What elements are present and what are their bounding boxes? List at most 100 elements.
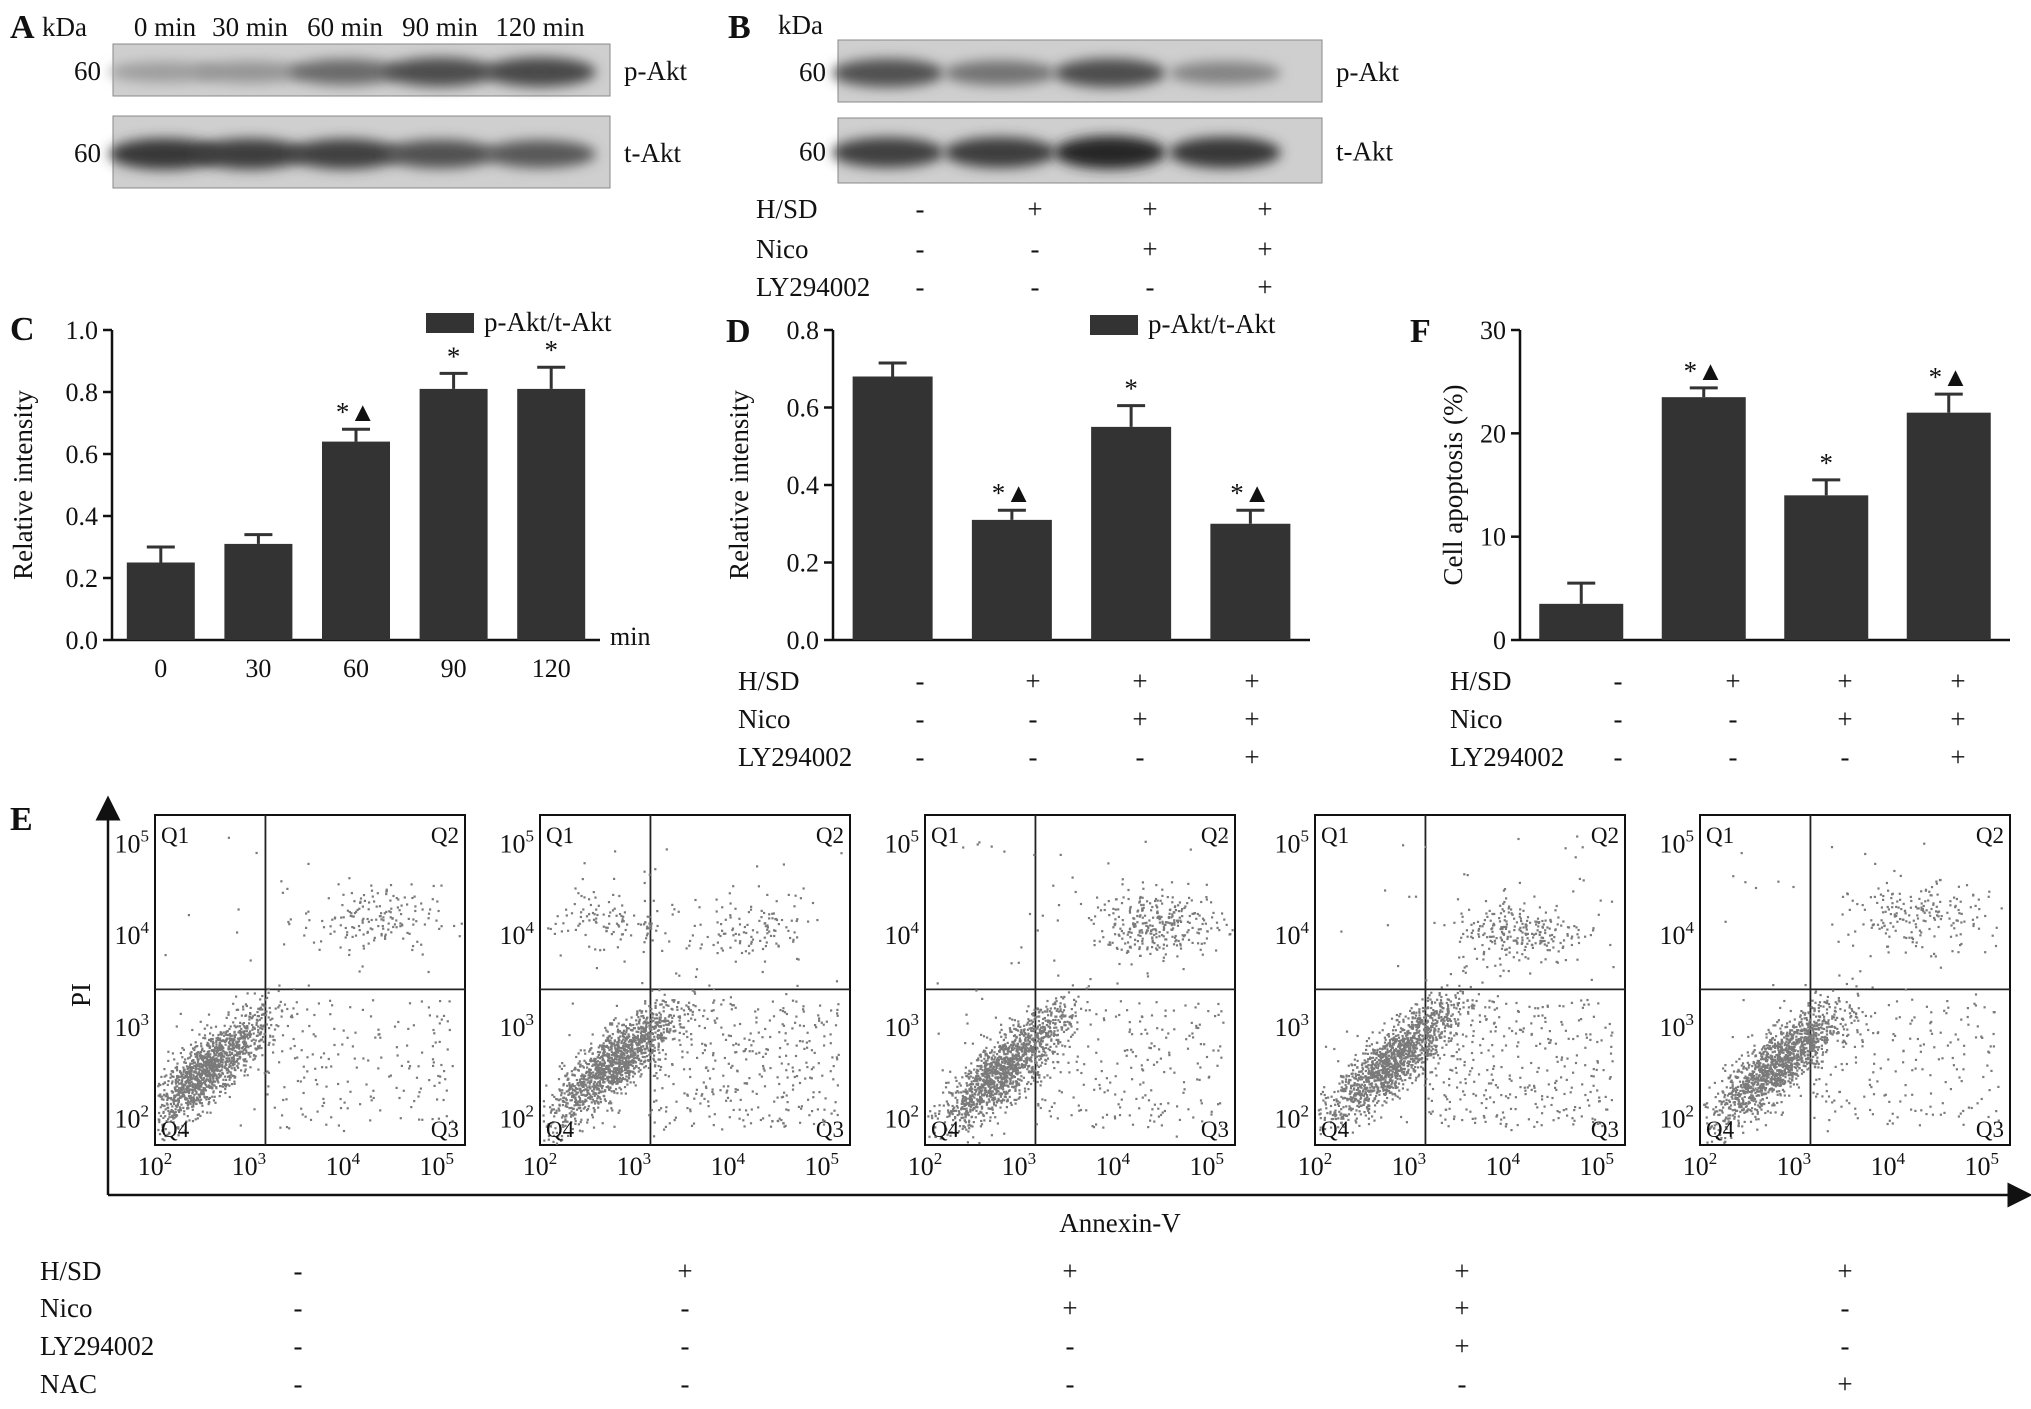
scatter-event	[821, 1074, 824, 1077]
scatter-event	[393, 923, 396, 926]
scatter-event	[597, 904, 600, 907]
x-tick-label: 104	[711, 1149, 746, 1181]
scatter-event	[654, 1074, 657, 1077]
scatter-event	[750, 1044, 753, 1047]
scatter-event	[798, 1069, 801, 1072]
scatter-event	[967, 1124, 970, 1127]
scatter-event	[333, 1043, 336, 1047]
scatter-event	[186, 1103, 189, 1106]
scatter-event	[222, 1047, 225, 1050]
scatter-event	[659, 1068, 662, 1071]
scatter-event	[591, 1113, 594, 1116]
scatter-event	[341, 1043, 344, 1046]
scatter-event	[579, 1107, 582, 1110]
scatter-event	[266, 996, 269, 999]
scatter-event	[558, 1109, 561, 1112]
scatter-event	[656, 1077, 659, 1080]
scatter-event	[1018, 1046, 1021, 1049]
scatter-event	[448, 1000, 451, 1003]
scatter-event	[1002, 1090, 1005, 1094]
scatter-event	[647, 1049, 650, 1052]
scatter-event	[968, 1103, 971, 1106]
scatter-event	[363, 899, 366, 902]
scatter-event	[342, 1129, 346, 1133]
scatter-event	[1067, 1027, 1070, 1030]
scatter-event	[662, 1036, 665, 1039]
scatter-event	[247, 1046, 250, 1049]
scatter-event	[584, 1094, 587, 1097]
scatter-event	[614, 1075, 617, 1078]
scatter-event	[384, 933, 387, 936]
scatter-event	[306, 1070, 309, 1073]
scatter-event	[321, 919, 324, 923]
scatter-event	[1086, 1001, 1089, 1004]
scatter-event	[638, 1039, 641, 1042]
scatter-event	[609, 1070, 612, 1073]
scatter-event	[678, 1015, 681, 1018]
scatter-event	[796, 957, 799, 960]
scatter-event	[625, 1061, 628, 1064]
scatter-event	[617, 1028, 620, 1031]
scatter-event	[613, 1045, 616, 1048]
scatter-event	[382, 919, 385, 922]
scatter-event	[216, 1060, 219, 1063]
scatter-event	[1033, 1048, 1036, 1051]
scatter-event	[720, 1003, 723, 1006]
scatter-event	[183, 1113, 186, 1116]
scatter-event	[1022, 1046, 1025, 1049]
scatter-event	[768, 917, 771, 920]
scatter-event	[599, 1098, 602, 1101]
scatter-event	[1014, 1038, 1017, 1041]
scatter-event	[270, 1024, 273, 1027]
scatter-event	[227, 1054, 230, 1057]
d-condition-sign: -	[916, 666, 925, 696]
scatter-event	[620, 1031, 623, 1034]
scatter-event	[547, 1123, 550, 1126]
scatter-event	[621, 933, 624, 936]
scatter-event	[192, 1061, 195, 1064]
scatter-event	[677, 910, 680, 913]
scatter-event	[1014, 1070, 1017, 1073]
scatter-event	[586, 1066, 589, 1069]
scatter-event	[174, 1066, 177, 1069]
scatter-event	[586, 1090, 589, 1093]
scatter-event	[645, 1044, 648, 1047]
scatter-event	[578, 1097, 581, 1100]
scatter-event	[995, 1092, 998, 1095]
scatter-event	[333, 930, 336, 933]
scatter-event	[181, 1047, 184, 1050]
scatter-event	[171, 1114, 174, 1117]
scatter-event	[182, 1085, 185, 1088]
tick-exponent: 4	[352, 1149, 361, 1168]
scatter-event	[988, 1100, 991, 1103]
scatter-event	[183, 1089, 186, 1092]
scatter-event	[303, 1076, 306, 1079]
scatter-event	[639, 1041, 642, 1044]
scatter-event	[578, 1129, 582, 1132]
scatter-event	[195, 1064, 199, 1067]
scatter-event	[981, 1093, 984, 1096]
scatter-event	[232, 1002, 235, 1005]
scatter-event	[713, 1113, 716, 1116]
scatter-event	[213, 1063, 216, 1066]
scatter-event	[201, 1058, 204, 1061]
scatter-event	[183, 1068, 186, 1072]
a-band	[109, 138, 221, 170]
scatter-event	[599, 1101, 602, 1104]
scatter-event	[987, 1107, 990, 1110]
scatter-event	[618, 913, 622, 916]
d-significance-mark: *▲	[992, 478, 1032, 508]
scatter-event	[1015, 1048, 1019, 1051]
scatter-event	[258, 1040, 261, 1043]
scatter-event	[655, 999, 658, 1002]
scatter-event	[239, 1056, 242, 1059]
scatter-event	[1038, 1054, 1041, 1058]
scatter-event	[252, 1058, 255, 1061]
scatter-event	[985, 1112, 988, 1115]
scatter-event	[745, 1082, 749, 1085]
d-condition-label: Nico	[738, 704, 790, 734]
scatter-event	[961, 1076, 964, 1079]
scatter-event	[588, 1070, 591, 1073]
b-condition-sign: -	[916, 272, 925, 302]
scatter-event	[267, 1085, 270, 1088]
